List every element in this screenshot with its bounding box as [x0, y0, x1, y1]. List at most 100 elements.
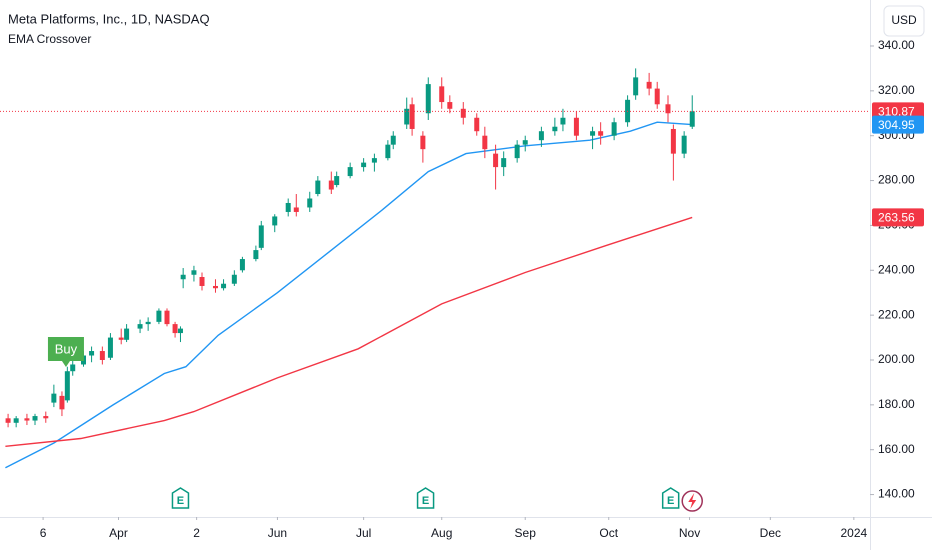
candle-body [670, 128, 676, 154]
candle-body [59, 395, 65, 410]
x-tick-label: 2 [193, 526, 200, 540]
candle-body [99, 351, 105, 360]
split-icon [688, 493, 697, 509]
candle-body [328, 180, 334, 190]
ema-line [5, 121, 693, 469]
candle-body [5, 418, 11, 423]
candle-body [51, 393, 57, 403]
candle-body [611, 122, 617, 136]
candle-body [212, 285, 218, 289]
candle-body [404, 108, 410, 125]
candle-body [307, 198, 313, 208]
candle-body [460, 108, 466, 118]
candle-body [501, 158, 507, 168]
candle-body [474, 117, 480, 132]
candle-body [239, 259, 245, 271]
candle-body [180, 274, 186, 280]
chart-title: Meta Platforms, Inc., 1D, NASDAQ [8, 11, 210, 26]
y-tick-label: 220.00 [878, 307, 915, 321]
candle-body [522, 140, 528, 145]
candle-body [654, 88, 660, 105]
candle-body [538, 131, 544, 141]
y-tick-label: 140.00 [878, 487, 915, 501]
earnings-label: E [667, 495, 674, 507]
candle-body [177, 328, 183, 334]
indicator-name: EMA Crossover [8, 32, 91, 46]
candle-body [361, 162, 367, 168]
candle-body [24, 418, 30, 421]
candle-body [347, 167, 353, 177]
currency: USD [891, 13, 917, 27]
candle-body [573, 117, 579, 136]
candle-body [272, 216, 278, 226]
earnings-label: E [177, 495, 184, 507]
x-tick-label: Nov [679, 526, 700, 540]
candle-body [371, 158, 377, 163]
earnings-label: E [422, 495, 429, 507]
x-tick-label: Sep [515, 526, 537, 540]
last-price-label: 310.87 [878, 104, 915, 118]
candle-body [293, 207, 299, 212]
candle-body [258, 225, 264, 248]
candle-body [231, 274, 237, 284]
ema-line [5, 216, 693, 447]
candle-body [137, 324, 143, 329]
ema-label: 263.56 [878, 211, 915, 225]
candle-body [199, 277, 205, 286]
candle-body [107, 337, 113, 358]
x-tick-label: Aug [431, 526, 452, 540]
ema-label-box [872, 208, 924, 227]
y-tick-label: 160.00 [878, 442, 915, 456]
candle-body [598, 131, 604, 136]
candle-body [118, 337, 124, 340]
candle-body [124, 328, 130, 340]
candle-body [315, 180, 321, 195]
candle-body [191, 270, 197, 275]
candle-body [689, 111, 695, 127]
candle-body [590, 131, 596, 136]
candle-body [164, 310, 170, 325]
candle-body [285, 202, 291, 212]
candle-body [447, 102, 453, 109]
candle-body [646, 81, 652, 89]
candle-body [560, 117, 566, 125]
candle-body [385, 144, 391, 159]
signal-badge [47, 337, 84, 367]
candle-body [552, 126, 558, 132]
x-tick-label: Dec [760, 526, 781, 540]
signal-label: Buy [55, 341, 78, 356]
candle-body [409, 104, 415, 129]
candle-body [221, 283, 227, 289]
y-tick-label: 340.00 [878, 38, 915, 52]
y-tick-label: 200.00 [878, 352, 915, 366]
earnings-marker [661, 487, 680, 509]
candle-body [390, 135, 396, 145]
currency-button[interactable] [883, 5, 925, 37]
candle-body [43, 416, 49, 419]
y-tick-label: 240.00 [878, 262, 915, 276]
y-tick-label: 280.00 [878, 173, 915, 187]
earnings-marker [416, 487, 435, 509]
y-tick-label: 320.00 [878, 83, 915, 97]
x-tick-label: Jun [268, 526, 287, 540]
candle-body [425, 84, 431, 114]
x-tick-label: Jul [356, 526, 371, 540]
candle-body [253, 250, 259, 260]
candle-body [665, 104, 671, 114]
candle-body [89, 351, 95, 356]
candle-body [482, 135, 488, 150]
candle-body [70, 364, 76, 372]
y-tick-label: 180.00 [878, 397, 915, 411]
x-tick-label: 6 [40, 526, 47, 540]
candle-body [32, 416, 38, 421]
earnings-marker [171, 487, 190, 509]
candle-body [172, 324, 178, 334]
candle-body [420, 135, 426, 150]
candle-body [681, 135, 687, 154]
candle-body [514, 144, 520, 159]
x-tick-label: Apr [109, 526, 128, 540]
x-tick-label: 2024 [840, 526, 867, 540]
candle-body [145, 321, 151, 325]
candle-body [156, 310, 162, 322]
